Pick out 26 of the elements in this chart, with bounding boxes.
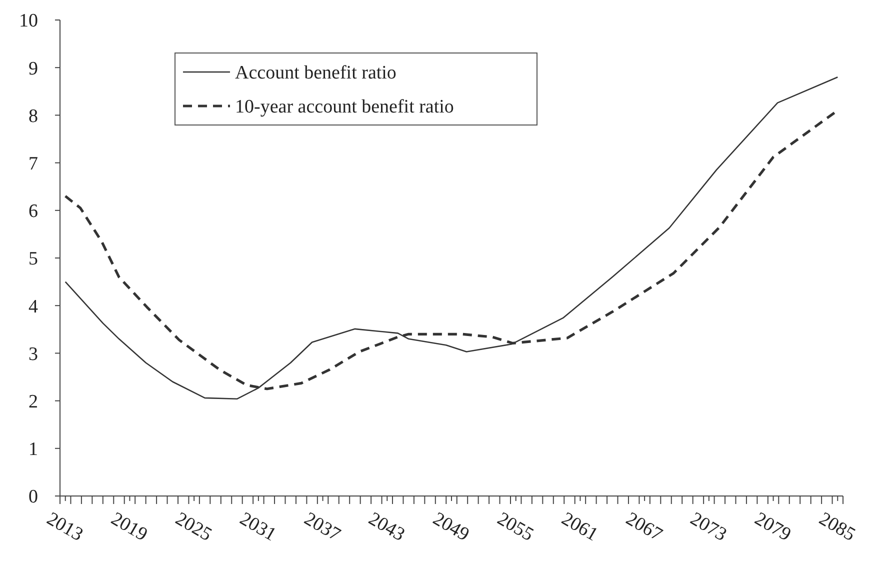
x-tick-label: 2013: [43, 508, 86, 546]
y-tick-label: 1: [28, 439, 38, 460]
x-tick-label: 2085: [815, 508, 859, 546]
x-tick-label: 2043: [364, 508, 408, 546]
y-tick-label: 0: [28, 486, 38, 508]
x-tick-label: 2049: [429, 508, 473, 546]
y-tick-label: 8: [28, 106, 38, 127]
y-tick-label: 2: [28, 391, 38, 412]
y-tick-label: 4: [28, 296, 38, 318]
x-tick-label: 2037: [300, 508, 344, 546]
x-tick-label: 2079: [751, 508, 794, 546]
y-tick-label: 7: [28, 153, 38, 174]
y-tick-label: 10: [19, 10, 38, 32]
legend-label: 10-year account benefit ratio: [235, 96, 454, 118]
x-tick-label: 2061: [558, 508, 602, 546]
x-tick-label: 2031: [236, 508, 280, 546]
x-tick-label: 2025: [172, 508, 216, 546]
y-tick-label: 3: [28, 344, 38, 365]
y-tick-label: 5: [28, 248, 38, 270]
x-tick-label: 2067: [622, 508, 666, 546]
x-tick-label: 2019: [107, 508, 151, 546]
x-tick-label: 2055: [494, 508, 537, 546]
x-tick-label: 2073: [686, 508, 730, 546]
legend-label: Account benefit ratio: [235, 62, 396, 84]
y-tick-label: 9: [28, 58, 38, 80]
y-tick-label: 6: [28, 201, 38, 222]
